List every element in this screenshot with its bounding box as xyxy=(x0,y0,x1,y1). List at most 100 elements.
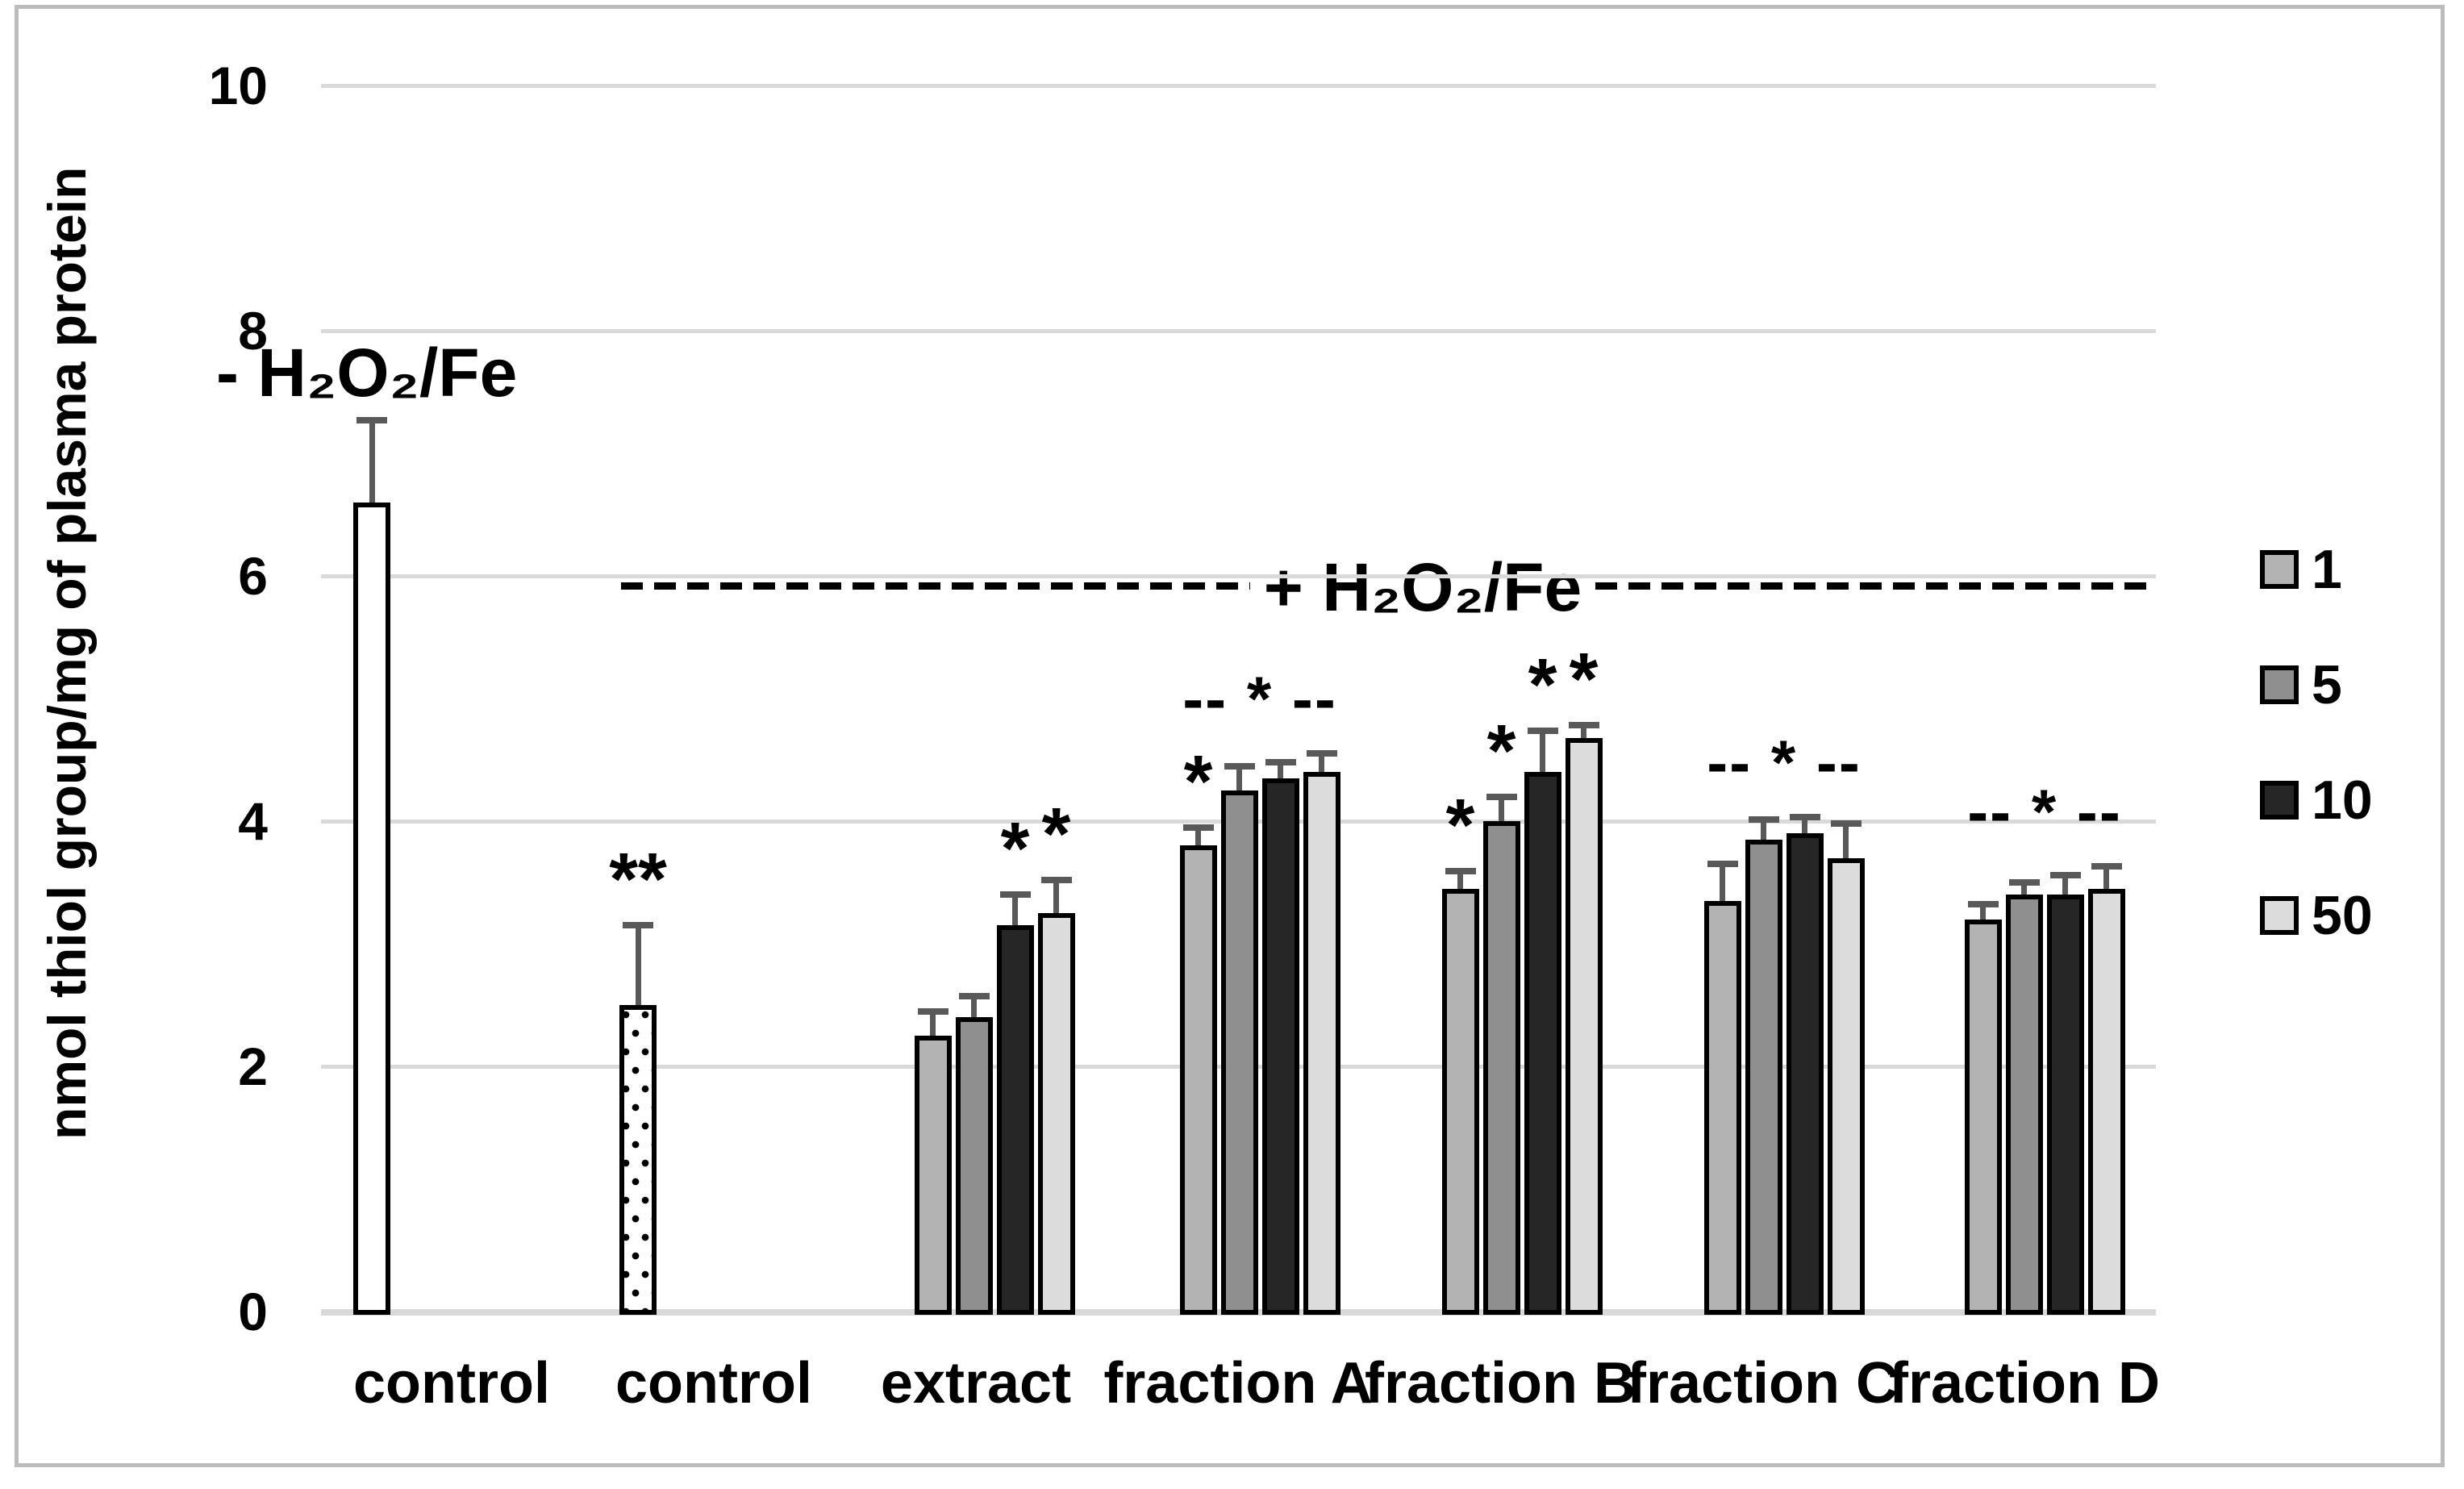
significance-annotation: * xyxy=(1183,740,1213,823)
y-tick-label: 0 xyxy=(238,1282,268,1341)
error-bar-stem xyxy=(971,996,977,1024)
category-label: fraction B xyxy=(1364,1351,1636,1416)
significance-annotation: * xyxy=(1000,807,1030,890)
plus-h2o2-condition-label: + H₂O₂/Fe xyxy=(1263,549,1582,625)
error-bar-cap xyxy=(1789,814,1820,821)
significance-annotation: ** xyxy=(609,838,667,921)
error-bar-stem xyxy=(1802,817,1807,840)
bar-extract-5 xyxy=(955,1017,993,1315)
bar-fraction-D-1 xyxy=(1964,919,2002,1315)
error-bar-stem xyxy=(1278,762,1283,785)
legend-label-10: 10 xyxy=(2312,770,2373,831)
group-significance-annotation: -- * -- xyxy=(1182,663,1337,735)
significance-annotation: * xyxy=(1486,709,1516,792)
error-bar-stem xyxy=(1053,879,1059,920)
bar-fraction-D-5 xyxy=(2005,895,2043,1315)
error-bar-cap xyxy=(958,993,990,1000)
bar-extract-10 xyxy=(996,925,1034,1315)
significance-annotation: * xyxy=(1445,784,1475,867)
error-bar-stem xyxy=(1236,765,1242,797)
category-label: fraction D xyxy=(1888,1351,2161,1416)
bar-fraction-A-5 xyxy=(1220,790,1258,1315)
error-bar-cap xyxy=(2008,879,2040,886)
error-bar-stem xyxy=(2021,882,2027,902)
y-grid-line xyxy=(321,574,2156,578)
error-bar-stem xyxy=(1319,753,1324,779)
error-bar-stem xyxy=(2103,866,2109,895)
y-tick-label: 10 xyxy=(208,56,268,115)
error-bar-stem xyxy=(1980,904,1986,926)
legend-label-5: 5 xyxy=(2312,654,2342,715)
y-tick-label: 6 xyxy=(238,546,268,606)
bar-control-control xyxy=(353,502,390,1315)
error-bar-cap xyxy=(1040,876,1072,883)
y-tick-label: 8 xyxy=(238,301,268,361)
bar-fraction-B-5 xyxy=(1482,821,1520,1315)
error-bar-cap xyxy=(2091,863,2122,870)
legend-swatch-10 xyxy=(2260,781,2299,820)
error-bar-cap xyxy=(2049,871,2081,878)
error-bar-cap xyxy=(1748,816,1779,824)
bar-control-control xyxy=(619,1005,657,1315)
legend-label-50: 50 xyxy=(2312,885,2373,946)
bar-fraction-B-10 xyxy=(1524,772,1561,1315)
bar-fraction-D-50 xyxy=(2087,888,2125,1315)
bar-fraction-A-10 xyxy=(1261,778,1299,1315)
error-bar-cap xyxy=(1486,793,1517,800)
error-bar-stem xyxy=(635,925,641,1011)
category-label: control xyxy=(353,1351,550,1416)
error-bar-cap xyxy=(1568,722,1599,729)
bar-extract-50 xyxy=(1037,913,1075,1315)
dashed-divider-right xyxy=(1595,582,2153,590)
error-bar-cap xyxy=(1527,727,1558,734)
error-bar-cap xyxy=(1182,824,1214,831)
significance-annotation: * xyxy=(1528,643,1557,726)
error-bar-stem xyxy=(930,1011,936,1042)
bar-fraction-C-1 xyxy=(1703,900,1741,1315)
bar-fraction-C-5 xyxy=(1745,839,1782,1315)
error-bar-cap xyxy=(1967,901,1999,908)
legend-swatch-1 xyxy=(2260,550,2299,589)
error-bar-stem xyxy=(1012,895,1018,932)
legend-swatch-50 xyxy=(2260,896,2299,935)
error-bar-cap xyxy=(1445,868,1476,875)
bar-fraction-B-50 xyxy=(1565,737,1603,1315)
error-bar-cap xyxy=(1830,820,1862,828)
bar-extract-1 xyxy=(914,1036,952,1315)
legend-swatch-5 xyxy=(2260,665,2299,704)
category-label: fraction A xyxy=(1103,1351,1373,1416)
error-bar-stem xyxy=(1843,824,1849,865)
category-label: fraction C xyxy=(1626,1351,1899,1416)
minus-h2o2-condition-label: - H₂O₂/Fe xyxy=(216,335,518,411)
error-bar-stem xyxy=(1457,871,1463,895)
bar-fraction-C-50 xyxy=(1827,857,1865,1315)
error-bar-stem xyxy=(1761,820,1766,846)
bar-fraction-A-50 xyxy=(1303,772,1340,1315)
y-axis-title: nmol thiol group/mg of plasma protein xyxy=(37,166,97,1141)
legend-label-1: 1 xyxy=(2312,539,2342,600)
error-bar-cap xyxy=(1224,762,1255,770)
y-tick-label: 4 xyxy=(238,791,268,851)
y-grid-line xyxy=(321,84,2156,88)
bar-fraction-C-10 xyxy=(1786,833,1824,1315)
significance-annotation: * xyxy=(1569,638,1599,721)
category-label: control xyxy=(615,1351,812,1416)
error-bar-stem xyxy=(369,419,375,509)
error-bar-cap xyxy=(623,922,653,929)
error-bar-stem xyxy=(1720,864,1725,907)
bar-fraction-D-10 xyxy=(2046,895,2084,1315)
error-bar-cap xyxy=(1265,759,1296,766)
error-bar-stem xyxy=(2062,874,2068,902)
error-bar-stem xyxy=(1581,725,1586,744)
error-bar-cap xyxy=(1707,861,1738,868)
error-bar-stem xyxy=(1540,730,1545,779)
error-bar-cap xyxy=(917,1007,948,1015)
bar-fraction-A-1 xyxy=(1179,845,1217,1315)
error-bar-cap xyxy=(1306,750,1337,757)
y-tick-label: 2 xyxy=(238,1036,268,1096)
y-grid-line xyxy=(321,329,2156,333)
significance-annotation: * xyxy=(1041,793,1071,876)
bar-fraction-B-1 xyxy=(1441,888,1479,1315)
error-bar-cap xyxy=(356,416,387,423)
